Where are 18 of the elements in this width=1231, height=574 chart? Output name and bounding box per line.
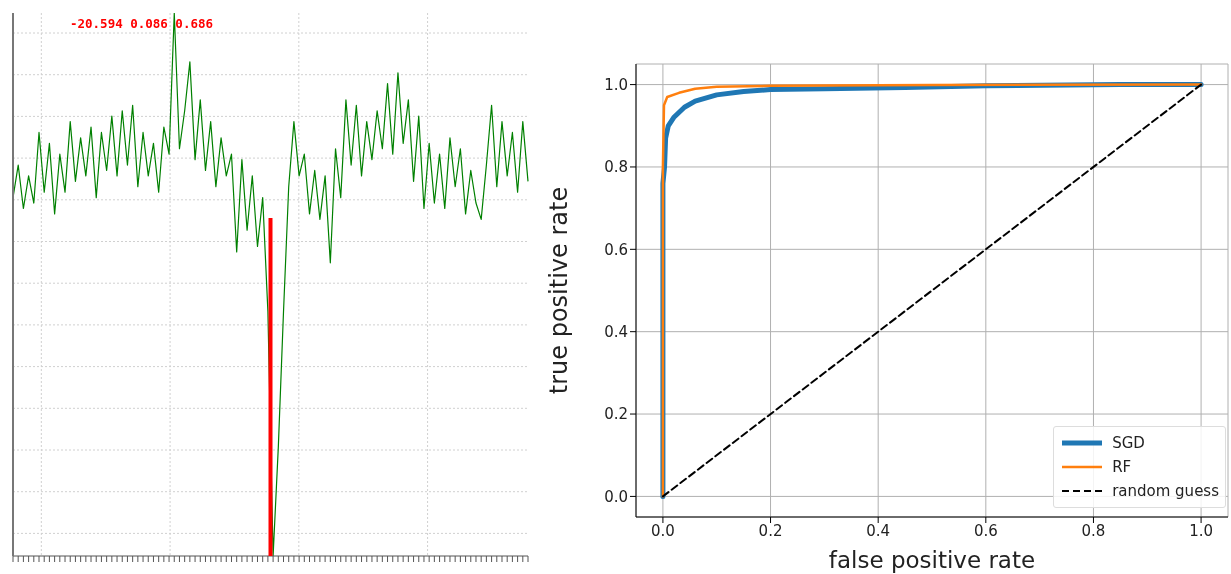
x-tick-label: 0.6 (973, 521, 998, 540)
y-tick-label: 0.8 (604, 158, 628, 177)
x-tick-label: 0.0 (650, 521, 675, 540)
x-tick-label: 0.4 (866, 521, 891, 540)
y-axis-title: true positive rate (544, 186, 573, 395)
y-tick-label: 0.2 (604, 405, 628, 424)
y-tick-label: 1.0 (604, 75, 628, 94)
y-tick-label: 0.4 (604, 323, 628, 342)
legend-label: SGD (1112, 434, 1145, 452)
legend-label: random guess (1112, 482, 1219, 500)
annotation: -20.594 0.086 0.686 (70, 16, 213, 31)
y-tick-label: 0.6 (604, 240, 628, 259)
x-tick-label: 1.0 (1189, 521, 1214, 540)
legend-label: RF (1112, 458, 1132, 476)
x-axis-title: false positive rate (828, 547, 1036, 573)
y-tick-label: 0.0 (604, 487, 628, 506)
x-tick-label: 0.8 (1081, 521, 1106, 540)
x-tick-label: 0.2 (758, 521, 783, 540)
